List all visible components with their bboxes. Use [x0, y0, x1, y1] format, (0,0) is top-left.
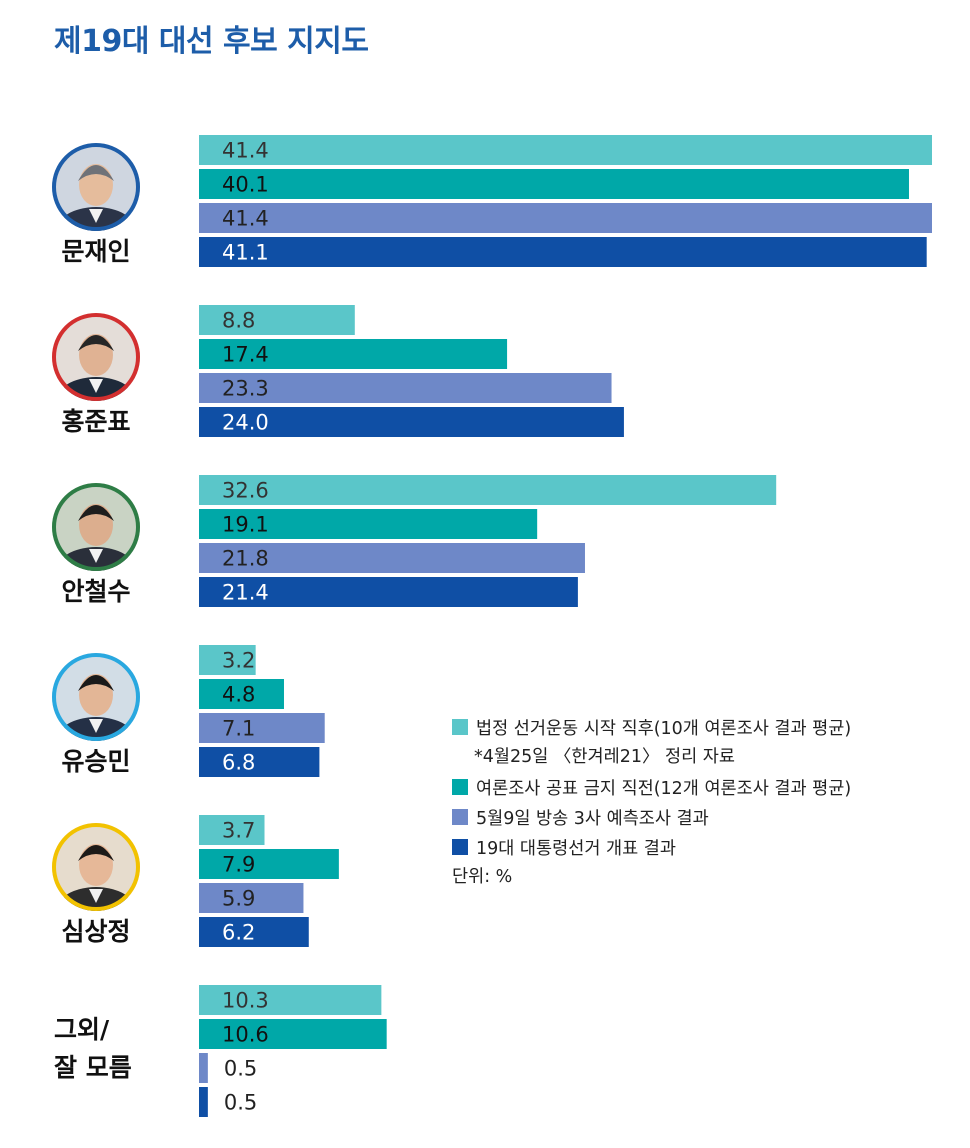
candidate-name: 그외/: [54, 1015, 110, 1044]
bar-value-label: 41.4: [222, 139, 269, 163]
bar-value-label: 3.7: [222, 819, 255, 843]
candidate-name: 문재인: [61, 237, 130, 266]
bar: [199, 747, 320, 777]
candidate-group: 32.6 19.1 21.8 21.4 안철수: [52, 475, 777, 607]
legend: 법정 선거운동 시작 직후(10개 여론조사 결과 평균) *4월25일 〈한겨…: [452, 712, 851, 892]
photo-ring: [52, 483, 140, 571]
legend-swatch-series-3: [452, 809, 468, 825]
legend-item-series-4: 19대 대통령선거 개표 결과: [452, 832, 851, 862]
legend-item-series-2: 여론조사 공표 금지 직전(12개 여론조사 결과 평균): [452, 772, 851, 802]
candidate-name: 유승민: [61, 747, 130, 776]
bar: [199, 407, 624, 437]
bar-value-label: 17.4: [222, 343, 269, 367]
bar: [199, 917, 309, 947]
bar: [199, 135, 932, 165]
candidate-name: 심상정: [61, 917, 130, 946]
bar: [199, 577, 578, 607]
bar-value-label: 40.1: [222, 173, 269, 197]
bar: [199, 1019, 387, 1049]
legend-swatch-series-2: [452, 779, 468, 795]
legend-note: *4월25일 〈한겨레21〉 정리 자료: [474, 747, 736, 767]
legend-label-series-4: 19대 대통령선거 개표 결과: [476, 838, 676, 859]
legend-swatch-series-1: [452, 719, 468, 735]
bar-value-label: 19.1: [222, 513, 269, 537]
bar: [199, 475, 777, 505]
bar: [199, 305, 355, 335]
legend-swatch-series-4: [452, 839, 468, 855]
bar: [199, 985, 382, 1015]
photo-ring: [52, 313, 140, 401]
candidate-group: 3.7 7.9 5.9 6.2 심상정: [52, 815, 339, 947]
bar: [199, 169, 909, 199]
bar-value-label: 5.9: [222, 887, 255, 911]
candidate-name: 홍준표: [61, 407, 130, 436]
bar: [199, 679, 284, 709]
bar-value-label: 32.6: [222, 479, 269, 503]
candidate-name: 안철수: [61, 577, 130, 606]
bar: [199, 373, 612, 403]
bar: [199, 849, 339, 879]
bar: [199, 645, 256, 675]
photo-ring: [52, 143, 140, 231]
bar: [199, 203, 932, 233]
bar-value-label: 0.5: [224, 1057, 257, 1081]
bar-value-label: 24.0: [222, 411, 269, 435]
photo-ring: [52, 653, 140, 741]
bar: [199, 815, 265, 845]
bar: [199, 543, 585, 573]
legend-item-series-3: 5월9일 방송 3사 예측조사 결과: [452, 802, 851, 832]
candidate-group: 3.2 4.8 7.1 6.8 유승민: [52, 645, 325, 777]
bar-value-label: 4.8: [222, 683, 255, 707]
candidate-group: 10.3 10.6 0.5 0.5 그외/잘 모름: [54, 985, 387, 1117]
legend-label-series-1: 법정 선거운동 시작 직후(10개 여론조사 결과 평균): [476, 718, 852, 739]
bar-value-label: 6.8: [222, 751, 255, 775]
candidate-name: 잘 모름: [54, 1053, 132, 1082]
chart-title: 제19대 대선 후보 지지도: [54, 24, 369, 59]
bar-value-label: 41.4: [222, 207, 269, 231]
bar-value-label: 7.9: [222, 853, 255, 877]
bar-value-label: 0.5: [224, 1091, 257, 1115]
legend-label-series-2: 여론조사 공표 금지 직전(12개 여론조사 결과 평균): [476, 778, 852, 799]
bar-value-label: 10.3: [222, 989, 269, 1013]
bar-value-label: 6.2: [222, 921, 255, 945]
bar: [199, 1053, 208, 1083]
bar-value-label: 7.1: [222, 717, 255, 741]
bar-value-label: 23.3: [222, 377, 269, 401]
photo-ring: [52, 823, 140, 911]
bar: [199, 237, 927, 267]
bar-value-label: 21.8: [222, 547, 269, 571]
bar: [199, 713, 325, 743]
bar-value-label: 10.6: [222, 1023, 269, 1047]
bar: [199, 339, 508, 369]
legend-label-series-3: 5월9일 방송 3사 예측조사 결과: [476, 808, 709, 829]
candidate-group: 8.8 17.4 23.3 24.0 홍준표: [52, 305, 624, 437]
bar: [199, 1087, 208, 1117]
bar-value-label: 41.1: [222, 241, 269, 265]
unit-label: 단위: %: [452, 867, 513, 887]
candidate-group: 41.4 40.1 41.4 41.1 문재인: [52, 135, 932, 267]
bar-value-label: 3.2: [222, 649, 255, 673]
bar-value-label: 21.4: [222, 581, 269, 605]
bar-value-label: 8.8: [222, 309, 255, 333]
bar: [199, 883, 304, 913]
legend-item-series-1: 법정 선거운동 시작 직후(10개 여론조사 결과 평균): [452, 712, 851, 742]
bar: [199, 509, 538, 539]
